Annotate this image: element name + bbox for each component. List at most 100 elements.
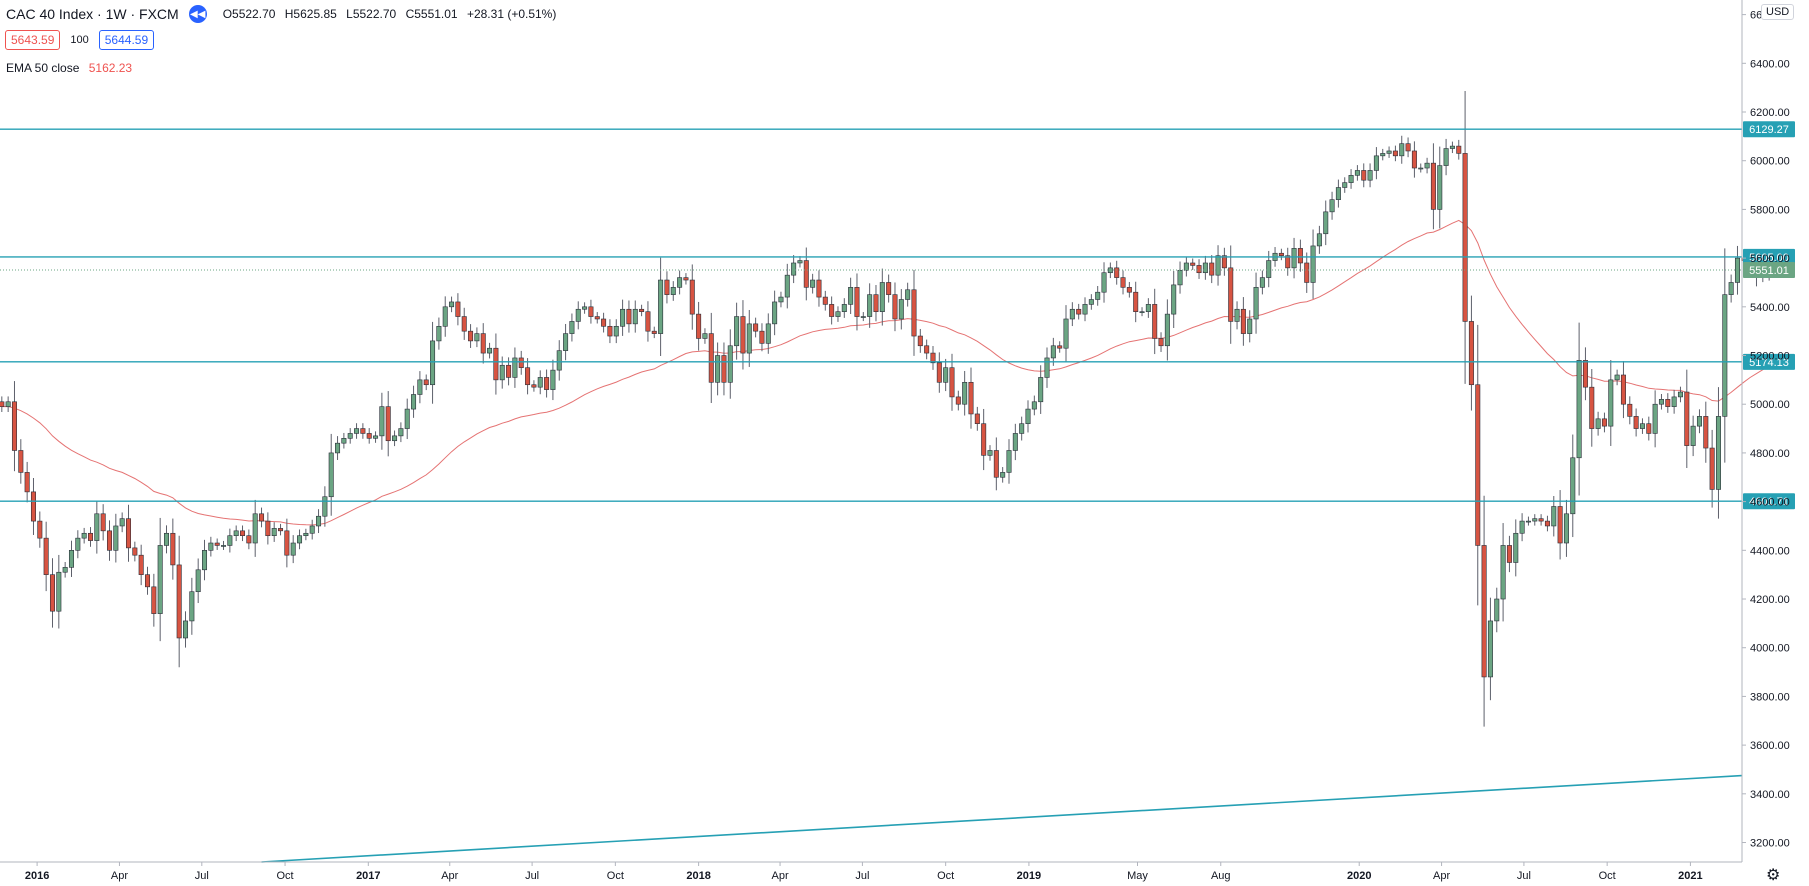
candle — [202, 539, 208, 581]
candle-body — [1063, 318, 1069, 349]
candle-body — [1570, 457, 1576, 515]
candle-body — [620, 308, 626, 327]
candle — [746, 309, 752, 367]
candle — [613, 319, 619, 344]
candle-body — [1209, 262, 1215, 276]
candle-body — [157, 545, 163, 614]
candle-body — [449, 301, 455, 308]
candle — [1380, 148, 1386, 161]
candle-body — [259, 513, 265, 522]
candle — [645, 301, 651, 342]
candle — [1025, 400, 1031, 433]
candle — [740, 300, 746, 370]
candle — [341, 432, 347, 449]
candle — [620, 299, 626, 336]
candle — [1437, 146, 1443, 229]
candle-body — [221, 545, 227, 547]
candle-body — [1247, 318, 1253, 334]
candle — [1424, 157, 1430, 174]
candle-body — [556, 350, 562, 371]
candle — [423, 374, 429, 391]
sell-button[interactable]: 5643.59 — [5, 30, 61, 50]
candle-body — [1304, 262, 1310, 283]
candle-body — [835, 311, 841, 317]
candle — [1342, 177, 1348, 193]
x-tick-label: May — [1127, 870, 1148, 882]
candle — [759, 323, 765, 352]
candle — [563, 323, 569, 361]
candle-body — [1703, 416, 1709, 449]
candle — [1139, 307, 1145, 317]
buy-button[interactable]: 5644.59 — [98, 30, 155, 50]
candle-body — [1380, 153, 1386, 157]
candle-body — [1386, 150, 1392, 154]
level-label: 6129.27 — [1749, 124, 1789, 136]
candle-body — [170, 532, 176, 566]
candle — [1335, 179, 1341, 208]
candle — [1411, 141, 1417, 178]
candle-body — [613, 325, 619, 337]
indicator-legend[interactable]: EMA 50 close 5162.23 — [6, 61, 132, 75]
candle-body — [588, 306, 594, 317]
candle — [411, 385, 417, 418]
candle — [1392, 145, 1398, 162]
candle-body — [924, 345, 930, 354]
level-label: 5605.00 — [1749, 252, 1789, 264]
symbol-title[interactable]: CAC 40 Index · 1W · FXCM — [6, 6, 179, 22]
candle-body — [1057, 345, 1063, 349]
candle — [436, 317, 442, 350]
candle — [385, 391, 391, 457]
candle — [588, 299, 594, 324]
rewind-icon[interactable]: ◀◀ — [188, 5, 207, 23]
candle — [94, 500, 100, 554]
candle-body — [366, 433, 372, 439]
candle-body — [322, 496, 328, 517]
candle — [322, 486, 328, 527]
candle-body — [1437, 165, 1443, 210]
candle — [632, 300, 638, 333]
candle-body — [1038, 377, 1044, 403]
y-tick-label: 4600.00 — [1750, 497, 1790, 509]
candle — [1481, 495, 1487, 727]
candle — [601, 312, 607, 333]
candle — [392, 430, 398, 447]
candle — [1323, 200, 1329, 246]
x-tick-label: Apr — [441, 870, 458, 882]
candle — [278, 523, 284, 536]
y-tick-label: 6400.00 — [1750, 58, 1790, 70]
candle — [658, 257, 664, 357]
candle — [1589, 369, 1595, 447]
candle — [81, 527, 87, 544]
candle-body — [5, 401, 11, 407]
candle-body — [1506, 545, 1512, 563]
gear-icon[interactable]: ⚙ — [1766, 867, 1781, 884]
candle — [195, 558, 201, 604]
candle-body — [1481, 545, 1487, 678]
candle — [575, 301, 581, 330]
candle — [1304, 252, 1310, 293]
currency-button[interactable]: USD — [1761, 4, 1795, 20]
candle-body — [106, 530, 112, 551]
candle — [30, 477, 36, 535]
candle-body — [379, 406, 385, 437]
candle-body — [1012, 433, 1018, 451]
candle — [1095, 285, 1101, 306]
candle — [1006, 439, 1012, 484]
candle — [531, 380, 537, 392]
candle-body — [1031, 401, 1037, 410]
x-tick-label: Jul — [195, 870, 209, 882]
candle — [1500, 523, 1506, 622]
time-axis: 2016 Apr Jul Oct 2017 Apr Jul Oct 2018 Apr Jul Oct 2… — [0, 861, 1742, 882]
candle-body — [1677, 391, 1683, 398]
candle-body — [164, 532, 170, 546]
candle-body — [981, 423, 987, 456]
candle-body — [1025, 408, 1031, 424]
candle-body — [499, 364, 505, 381]
candle-body — [347, 433, 353, 439]
candle-body — [385, 406, 391, 442]
candle — [1000, 467, 1006, 483]
candle — [651, 326, 657, 339]
candle-body — [569, 321, 575, 334]
candle — [132, 541, 138, 562]
